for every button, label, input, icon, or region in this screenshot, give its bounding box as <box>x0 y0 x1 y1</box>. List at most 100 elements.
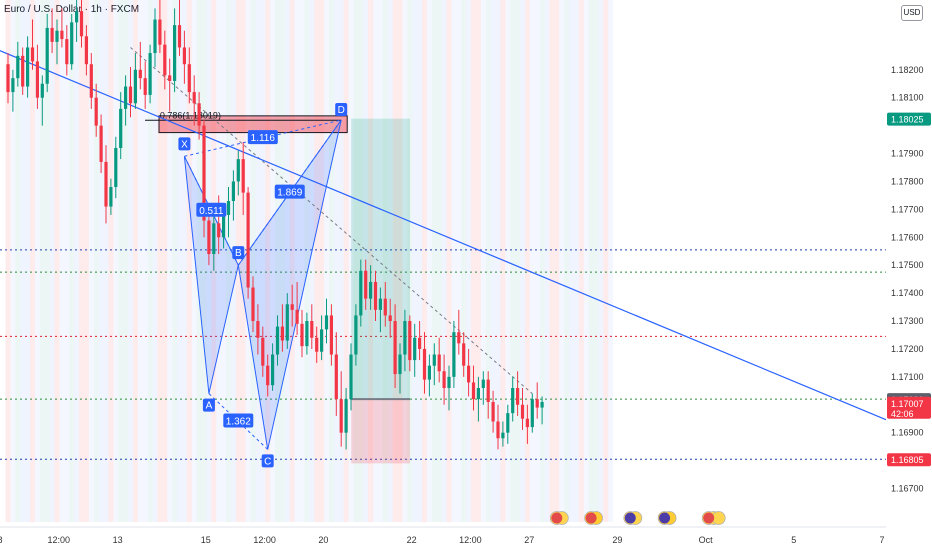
session-stripe <box>167 0 173 522</box>
candle <box>158 0 162 54</box>
session-stripe <box>54 0 60 522</box>
session-stripe <box>475 0 481 522</box>
candle-body <box>418 337 422 349</box>
price-badge: 1.18025 <box>887 112 931 126</box>
price-badge-value: 1.17007 <box>891 399 924 409</box>
session-stripe <box>324 0 329 522</box>
candle <box>271 343 275 391</box>
pattern-point-d: D <box>335 103 348 117</box>
candle-body <box>75 11 79 23</box>
session-stripe <box>152 0 158 522</box>
candle <box>241 142 245 215</box>
candle-body <box>369 281 373 299</box>
long-position-tool <box>351 118 410 464</box>
session-stripe <box>299 0 305 522</box>
ratio-badge <box>196 202 227 217</box>
price-tick-label: 1.16900 <box>891 428 924 438</box>
candle-body <box>173 25 177 81</box>
session-stripe <box>436 0 442 522</box>
session-stripe <box>471 0 476 522</box>
time-tick-label: 27 <box>524 535 534 545</box>
time-tick-label: 15 <box>201 535 211 545</box>
candle <box>442 354 446 405</box>
session-stripe <box>123 0 129 522</box>
candle-body <box>334 354 338 400</box>
time-tick-label: Oct <box>699 535 714 545</box>
candle-body <box>89 64 93 98</box>
candle <box>280 304 284 352</box>
ratio-label: 1.362 <box>223 413 254 428</box>
ratio-value: 0.511 <box>199 206 224 217</box>
session-stripe <box>382 0 388 522</box>
candle-body <box>60 30 64 40</box>
candle <box>75 0 79 42</box>
candle-body <box>364 270 368 299</box>
candle <box>266 354 270 397</box>
candle <box>21 47 25 95</box>
candle-body <box>192 92 196 104</box>
candle <box>290 284 294 327</box>
candle-body <box>50 27 54 42</box>
candle <box>516 371 520 416</box>
candle <box>300 309 304 358</box>
candle <box>324 298 329 344</box>
pattern-point-label: A <box>206 401 213 412</box>
ratio-label: 1.869 <box>274 184 305 199</box>
session-stripe <box>230 0 236 522</box>
candle-body <box>422 348 427 380</box>
session-stripe <box>30 0 35 522</box>
candle <box>143 61 147 109</box>
candle-body <box>285 304 289 341</box>
session-stripe <box>608 0 614 522</box>
candle-body <box>266 365 270 386</box>
candle <box>173 8 177 93</box>
session-stripe <box>387 0 393 522</box>
session-stripe <box>431 0 437 522</box>
price-tick-label: 1.18100 <box>891 93 924 103</box>
session-stripe <box>142 0 148 522</box>
candle-body <box>217 223 221 238</box>
price-tick-label: 1.17500 <box>891 260 924 270</box>
candle <box>26 36 30 98</box>
candle <box>202 120 206 238</box>
session-stripe <box>265 0 271 522</box>
candle-body <box>344 399 348 433</box>
session-stripe <box>79 0 84 522</box>
session-stripe <box>88 0 94 522</box>
price-tick-label: 1.18200 <box>891 65 924 75</box>
candle <box>344 388 348 450</box>
session-stripe <box>402 0 408 522</box>
candle-body <box>35 61 39 98</box>
time-tick-label: 12:00 <box>459 535 482 545</box>
candle-body <box>182 47 186 65</box>
session-stripe <box>10 0 16 522</box>
candle <box>177 0 182 56</box>
candle <box>212 209 216 271</box>
session-stripe <box>373 0 378 522</box>
descending-trendline <box>0 50 887 421</box>
candle-body <box>525 418 529 428</box>
session-stripe <box>456 0 462 522</box>
candle-body <box>403 321 407 355</box>
session-stripe <box>250 0 256 522</box>
candle <box>285 293 289 349</box>
ratio-label: 0.511 <box>196 202 227 217</box>
candle-body <box>349 354 353 400</box>
economic-event-icon <box>657 511 677 525</box>
currency-selector[interactable]: USD <box>901 5 923 21</box>
session-stripe <box>588 0 594 522</box>
candle-body <box>516 388 520 405</box>
time-tick-label: 7 <box>879 535 884 545</box>
candle-body <box>226 200 231 215</box>
candle <box>388 298 392 338</box>
candle-body <box>16 55 20 79</box>
candle <box>511 376 515 422</box>
session-stripe <box>25 0 31 522</box>
session-stripe <box>289 0 295 522</box>
candle <box>427 354 431 397</box>
time-tick-label: 8 <box>0 535 3 545</box>
price-badge: 1.16805 <box>887 453 931 467</box>
price-tick-label: 1.17400 <box>891 288 924 298</box>
